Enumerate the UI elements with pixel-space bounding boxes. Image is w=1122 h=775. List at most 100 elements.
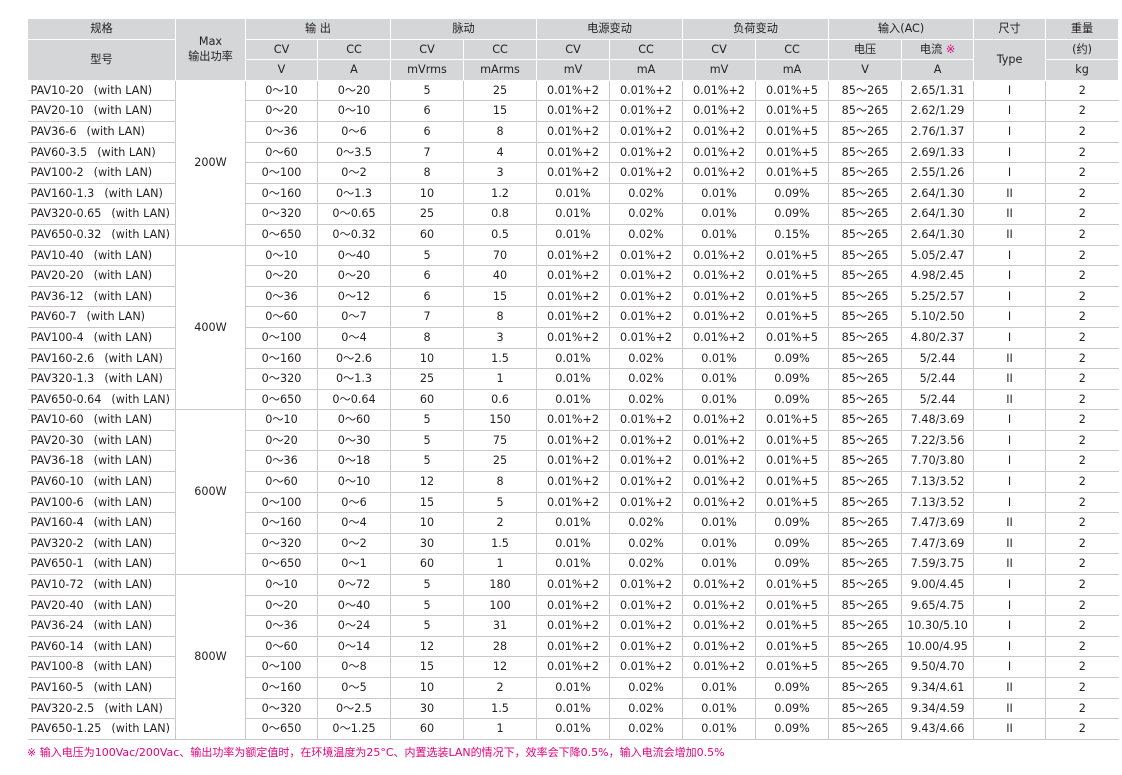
weight-cell: 2 [1045,677,1119,699]
ripple-cc-cell: 1 [462,718,538,740]
ripple-cv-cell: 12 [390,471,464,493]
output-cv-cell: 0～20 [245,100,318,122]
max-power-cell: 200W [175,79,246,246]
load-cv-cell: 0.01%+2 [682,594,757,617]
input-current-cell: 9.65/4.75 [901,594,975,617]
weight-cell: 2 [1045,553,1119,576]
model-name: PAV60-14 [30,639,84,653]
output-cc-cell: 0～2.5 [317,697,391,720]
ripple-cc-cell: 31 [462,615,538,637]
output-cc-cell: 0～40 [317,244,391,267]
model-cell: PAV160-2.6 (with LAN) [27,347,176,370]
input-current-cell: 2.69/1.33 [901,141,975,164]
size-type-cell: I [973,265,1047,287]
input-current-cell: 2.64/1.30 [901,203,975,225]
model-option: (with LAN) [86,124,146,138]
load-cc-cell: 0.01%+5 [755,141,830,164]
output-cv-cell: 0～100 [245,326,318,349]
model-name: PAV60-3.5 [30,145,88,159]
line-cc-cell: 0.01%+2 [609,326,684,349]
output-cc-cell: 0～20 [317,79,391,102]
load-cv-cell: 0.01%+2 [682,656,757,678]
model-option: (with LAN) [93,578,153,592]
model-option: (with LAN) [93,330,153,344]
ripple-cc-cell: 100 [462,594,538,617]
ripple-cv-cell: 30 [390,532,464,555]
header-size-type: Type [973,38,1047,81]
header-max-power: Max 输出功率 [175,18,246,81]
model-cell: PAV100-8 (with LAN) [27,656,176,678]
model-option: (with LAN) [111,207,170,221]
model-option: (with LAN) [93,413,153,427]
load-cc-cell: 0.01%+5 [755,574,830,596]
table-row: PAV650-0.32 (with LAN) 0～650 0～0.32 60 0.5 0.0… [27,223,1119,246]
line-cv-cell: 0.01%+2 [536,244,611,267]
table-row: PAV20-40 (with LAN) 0～20 0～40 5 100 0.01%+2 0.0… [27,594,1119,617]
output-cv-cell: 0～36 [245,285,318,308]
weight-cell: 2 [1045,244,1119,267]
input-voltage-cell: 85～265 [828,553,903,576]
load-cv-cell: 0.01% [682,182,757,205]
max-power-cell: 600W [175,409,246,576]
line-cv-cell: 0.01% [536,223,611,246]
line-cv-cell: 0.01%+2 [536,471,611,493]
header-load-regulation: 负荷变动 [682,18,830,40]
table-row: PAV20-10 (with LAN) 0～20 0～10 6 15 0.01%+2 0.01… [27,100,1119,122]
model-option: (with LAN) [93,660,153,674]
load-cv-cell: 0.01%+2 [682,120,757,143]
model-option: (with LAN) [93,83,153,97]
weight-cell: 2 [1045,594,1119,617]
input-voltage-cell: 85～265 [828,120,903,143]
ripple-cc-cell: 1.2 [462,182,538,205]
ripple-cc-cell: 2 [462,512,538,534]
model-cell: PAV100-6 (with LAN) [27,491,176,514]
input-voltage-cell: 85～265 [828,162,903,184]
output-cc-cell: 0～2 [317,162,391,184]
model-cell: PAV10-20 (with LAN) [27,79,176,102]
table-row: PAV60-14 (with LAN) 0～60 0～14 12 28 0.01%+2 0.0… [27,635,1119,658]
size-type-cell: II [973,368,1047,390]
input-voltage-cell: 85～265 [828,285,903,308]
line-cv-cell: 0.01%+2 [536,100,611,122]
model-cell: PAV100-2 (with LAN) [27,162,176,184]
output-cv-cell: 0～10 [245,409,318,431]
input-current-cell: 2.62/1.29 [901,100,975,122]
table-row: PAV36-12 (with LAN) 0～36 0～12 6 15 0.01%+2 0.01… [27,285,1119,308]
model-cell: PAV650-1.25 (with LAN) [27,718,176,740]
header-line-cc: CC [609,38,684,61]
model-option: (with LAN) [93,619,153,633]
ripple-cc-cell: 0.5 [462,223,538,246]
model-name: PAV320-1.3 [30,372,95,386]
model-option: (with LAN) [93,248,153,262]
output-cc-cell: 0～30 [317,429,391,452]
load-cv-cell: 0.01%+2 [682,285,757,308]
header-ripple-cc: CC [462,38,538,61]
weight-cell: 2 [1045,718,1119,740]
load-cv-cell: 0.01%+2 [682,100,757,122]
weight-cell: 2 [1045,656,1119,678]
size-type-cell: I [973,285,1047,308]
output-cc-cell: 0～4 [317,326,391,349]
load-cv-cell: 0.01%+2 [682,265,757,287]
load-cc-cell: 0.01%+5 [755,635,830,658]
output-cc-cell: 0～72 [317,574,391,596]
input-voltage-cell: 85～265 [828,677,903,699]
load-cc-cell: 0.01%+5 [755,429,830,452]
input-voltage-cell: 85～265 [828,574,903,596]
weight-cell: 2 [1045,512,1119,534]
ripple-cc-cell: 15 [462,100,538,122]
line-cv-cell: 0.01%+2 [536,574,611,596]
input-current-cell: 2.76/1.37 [901,120,975,143]
input-voltage-cell: 85～265 [828,182,903,205]
ripple-cc-cell: 5 [462,491,538,514]
model-option: (with LAN) [93,495,153,509]
header-line-cv: CV [536,38,611,61]
weight-cell: 2 [1045,697,1119,720]
line-cv-cell: 0.01%+2 [536,285,611,308]
line-cc-cell: 0.01%+2 [609,409,684,431]
header-weight: 重量 [1045,18,1120,40]
ripple-cc-cell: 1.5 [462,347,538,370]
line-cv-cell: 0.01% [536,388,611,411]
line-cc-cell: 0.02% [609,223,684,246]
size-type-cell: I [973,141,1047,164]
